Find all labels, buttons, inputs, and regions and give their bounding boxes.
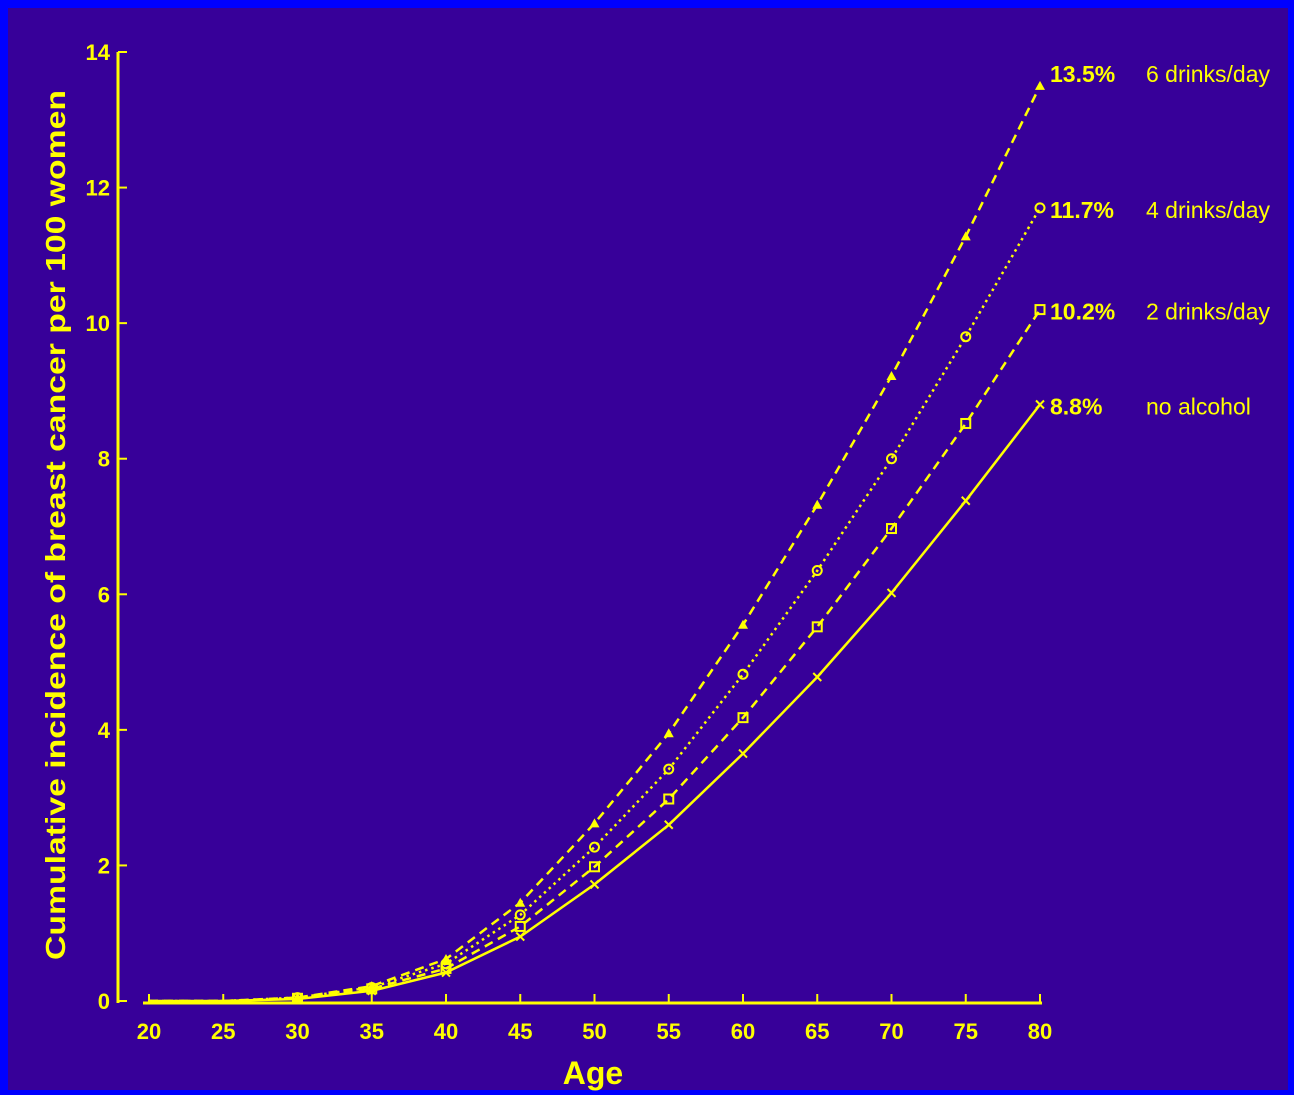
x-tick-label: 70 bbox=[879, 1019, 903, 1044]
series-0-marker bbox=[663, 728, 674, 738]
y-tick-label: 6 bbox=[98, 582, 110, 607]
series-2-marker bbox=[960, 417, 972, 429]
y-tick-label: 0 bbox=[98, 989, 110, 1014]
series-0-marker bbox=[515, 897, 526, 907]
series-name-label: no alcohol bbox=[1146, 393, 1251, 419]
series-3-marker bbox=[367, 986, 377, 996]
x-tick-label: 75 bbox=[954, 1019, 978, 1044]
series-3-marker bbox=[961, 496, 971, 506]
x-tick-label: 65 bbox=[805, 1019, 829, 1044]
series-3-marker bbox=[1035, 399, 1045, 410]
x-tick-label: 25 bbox=[211, 1019, 235, 1044]
labels-layer: 13.5% 6 drinks/day 11.7% 4 drinks/day 10.2% 2… bbox=[1050, 61, 1271, 420]
chart-background bbox=[8, 8, 1288, 1090]
x-tick-label: 80 bbox=[1028, 1019, 1052, 1044]
x-tick-label: 60 bbox=[731, 1019, 755, 1044]
axes: 0 2 4 6 8 10 12 14 20 25 30 35 40 45 50 55 60 65 70 75 80 bbox=[86, 40, 1053, 1044]
series-2-marker bbox=[1034, 304, 1046, 316]
x-tick-label: 55 bbox=[657, 1019, 681, 1044]
series-line bbox=[149, 85, 1042, 1003]
y-tick-label: 2 bbox=[98, 853, 110, 878]
x-tick-label: 20 bbox=[137, 1019, 161, 1044]
series-1-marker bbox=[811, 565, 823, 577]
series-line bbox=[149, 308, 1042, 1003]
series-1-marker bbox=[663, 763, 675, 775]
series-2-marker bbox=[514, 920, 526, 932]
series-0-marker bbox=[960, 231, 971, 241]
series-end-value: 11.7% bbox=[1050, 197, 1114, 223]
series-line bbox=[149, 403, 1041, 1003]
y-tick-label: 10 bbox=[86, 311, 110, 336]
series-1-marker bbox=[886, 453, 897, 465]
series-name-label: 4 drinks/day bbox=[1146, 197, 1271, 223]
x-tick-label: 50 bbox=[582, 1019, 606, 1044]
x-tick-label: 35 bbox=[360, 1019, 384, 1044]
x-tick-label: 40 bbox=[434, 1019, 458, 1044]
series-2-marker bbox=[811, 621, 823, 633]
series-3-marker bbox=[589, 879, 600, 890]
series-layer bbox=[149, 80, 1046, 1004]
series-3-marker bbox=[441, 967, 451, 978]
x-axis-title: Age bbox=[563, 1055, 623, 1091]
y-tick-label: 12 bbox=[86, 176, 110, 201]
series-1-marker bbox=[960, 331, 972, 343]
series-3-marker bbox=[515, 931, 525, 942]
series-1-marker bbox=[589, 841, 600, 853]
series-name-label: 2 drinks/day bbox=[1146, 299, 1271, 325]
series-3-marker bbox=[738, 748, 748, 759]
x-tick-label: 45 bbox=[508, 1019, 532, 1044]
series-1-marker bbox=[737, 668, 749, 680]
series-2-marker bbox=[663, 793, 675, 805]
series-1-marker bbox=[514, 909, 526, 921]
y-tick-label: 14 bbox=[86, 40, 111, 65]
x-tick-label: 30 bbox=[285, 1019, 309, 1044]
series-name-label: 6 drinks/day bbox=[1146, 61, 1271, 87]
series-line bbox=[149, 207, 1042, 1003]
series-0-marker bbox=[589, 818, 600, 828]
series-end-value: 8.8% bbox=[1050, 393, 1102, 419]
series-3-marker bbox=[812, 672, 822, 682]
y-axis-title: Cumulative incidence of breast cancer pe… bbox=[40, 90, 71, 960]
series-2-marker bbox=[589, 861, 600, 873]
series-2-marker bbox=[737, 712, 749, 724]
series-square bbox=[149, 304, 1046, 1004]
series-3-marker bbox=[886, 588, 897, 598]
series-end-value: 10.2% bbox=[1050, 299, 1115, 325]
series-0-marker bbox=[1035, 80, 1045, 90]
series-0-marker bbox=[812, 499, 823, 509]
series-3-marker bbox=[292, 994, 303, 1004]
series-1-marker bbox=[1034, 202, 1046, 214]
series-2-marker bbox=[886, 523, 897, 535]
series-0-marker bbox=[886, 371, 897, 381]
series-cross bbox=[149, 399, 1045, 1004]
series-3-marker bbox=[664, 820, 674, 830]
y-tick-label: 4 bbox=[98, 718, 111, 743]
series-end-value: 13.5% bbox=[1050, 61, 1115, 87]
series-0-marker bbox=[738, 619, 748, 629]
y-tick-label: 8 bbox=[98, 447, 110, 472]
